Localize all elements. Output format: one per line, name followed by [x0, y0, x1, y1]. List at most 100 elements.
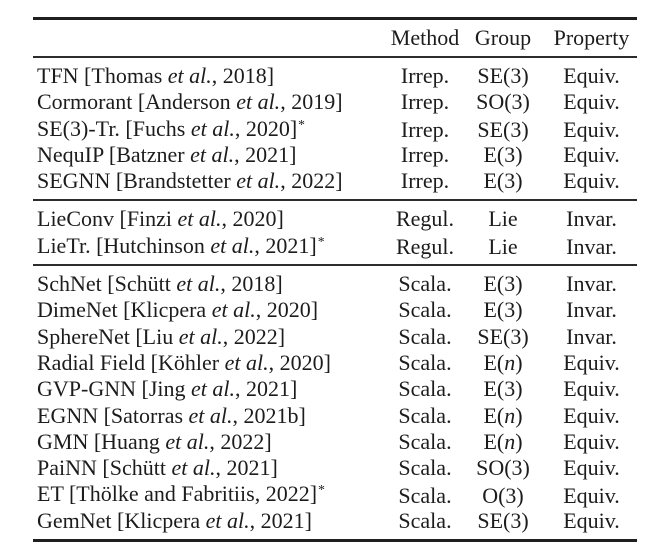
property-cell: Equiv. — [563, 349, 620, 375]
method-type-cell: Irrep. — [400, 63, 450, 88]
table-top-rule — [33, 17, 637, 20]
text: , 2021] — [249, 507, 312, 533]
group-cell: E(3) — [460, 297, 546, 323]
property-cell: Invar. — [566, 323, 617, 349]
text: , 2018] — [220, 271, 283, 297]
table-row: Radial Field [Köhler et al., 2020] Scala.… — [33, 350, 637, 376]
group-cell: E(3) — [460, 142, 546, 168]
table-row: TFN [Thomas et al., 2018] Irrep. SE(3) Equi… — [33, 63, 637, 89]
method-type-cell: Irrep. — [400, 141, 450, 167]
table-section: LieConv [Finzi et al., 2020] Regul. Lie Inv… — [33, 201, 637, 264]
column-header-property: Property — [553, 24, 630, 50]
method-type-cell: Scala. — [398, 376, 452, 402]
table-header-rule — [33, 56, 637, 58]
text: TFN [Thomas — [37, 63, 168, 88]
text: E(3) — [483, 168, 523, 194]
property-cell: Equiv. — [563, 482, 620, 508]
text: SE(3)-Tr. [Fuchs — [37, 115, 191, 141]
group-cell: E(3) — [460, 376, 546, 402]
table-row: SchNet [Schütt et al., 2018] Scala. E(3) In… — [33, 271, 637, 297]
text: Lie — [488, 234, 518, 260]
method-type-cell: Regul. — [395, 206, 455, 232]
table-row: SE(3)-Tr. [Fuchs et al., 2020]* Irrep. SE(… — [33, 115, 637, 143]
text: LieConv [Finzi — [37, 206, 178, 232]
method-name-cell: SchNet [Schütt et al., 2018] — [33, 271, 390, 297]
italic-text: et al. — [236, 168, 281, 194]
table-header-row: Method Group Property — [33, 20, 637, 56]
equivariant-methods-table: Method Group Property TFN [Thomas et al.… — [33, 17, 637, 543]
italic-text: et al. — [167, 63, 212, 88]
text: GMN [Huang — [37, 428, 166, 454]
text: SE(3) — [477, 323, 529, 349]
text: LieTr. [Hutchinson — [37, 232, 211, 258]
text: SE(3) — [477, 117, 529, 143]
text: ) — [515, 402, 523, 428]
table-section: SchNet [Schütt et al., 2018] Scala. E(3) In… — [33, 266, 637, 539]
text: , 2021] — [215, 455, 278, 481]
text: GVP-GNN [Jing — [37, 376, 191, 402]
text: Radial Field [Köhler — [37, 349, 225, 375]
text: , 2021b] — [232, 402, 306, 428]
text: E( — [483, 428, 505, 454]
method-type-cell: Scala. — [398, 297, 452, 323]
property-cell: Invar. — [566, 297, 617, 323]
method-name-cell: PaiNN [Schütt et al., 2021] — [33, 455, 390, 481]
text: , 2022] — [280, 168, 343, 194]
table-row: Cormorant [Anderson et al., 2019] Irrep. S… — [33, 89, 637, 115]
text: , 2020] — [268, 349, 331, 375]
italic-text: et al. — [211, 297, 256, 323]
group-cell: SO(3) — [460, 89, 546, 115]
text: SchNet [Schütt — [37, 271, 177, 297]
method-name-cell: LieConv [Finzi et al., 2020] — [33, 206, 390, 232]
method-name-cell: DimeNet [Klicpera et al., 2020] — [33, 297, 390, 323]
text: ) — [515, 349, 523, 375]
text: E(3) — [483, 376, 523, 402]
table-row: GemNet [Klicpera et al., 2021] Scala. SE(3… — [33, 508, 637, 534]
text: Cormorant [Anderson — [37, 89, 237, 115]
italic-text: et al. — [236, 89, 281, 115]
text: Lie — [488, 206, 518, 232]
text: ET [Thölke and Fabritiis, 2022] — [37, 481, 318, 507]
method-name-cell: GMN [Huang et al., 2022] — [33, 429, 390, 455]
method-type-cell: Scala. — [398, 455, 452, 481]
method-name-cell: GVP-GNN [Jing et al., 2021] — [33, 376, 390, 402]
method-type-cell: Irrep. — [400, 168, 450, 194]
group-cell: SE(3) — [460, 508, 546, 534]
text: SE(3) — [477, 507, 529, 533]
italic-text: et al. — [188, 402, 233, 428]
property-cell: Equiv. — [563, 507, 620, 533]
group-cell: SE(3) — [460, 324, 546, 350]
property-cell: Equiv. — [563, 168, 620, 194]
italic-text: et al. — [224, 349, 269, 375]
method-type-cell: Scala. — [398, 271, 452, 297]
text: SphereNet [Liu — [37, 323, 179, 349]
property-cell: Equiv. — [563, 63, 620, 88]
text: NequIP [Batzner — [37, 141, 191, 167]
text: E(3) — [483, 141, 523, 167]
table-row: SphereNet [Liu et al., 2022] Scala. SE(3) I… — [33, 324, 637, 350]
method-name-cell: SphereNet [Liu et al., 2022] — [33, 324, 390, 350]
text: GemNet [Klicpera — [37, 507, 206, 533]
text: SEGNN [Brandstetter — [37, 168, 237, 194]
table-body: TFN [Thomas et al., 2018] Irrep. SE(3) Equi… — [33, 58, 637, 539]
text: , 2020] — [255, 297, 319, 323]
group-cell: O(3) — [460, 483, 546, 509]
text: SO(3) — [476, 455, 530, 481]
property-cell: Invar. — [566, 206, 617, 232]
italic-text: et al. — [190, 115, 235, 141]
italic-text: n — [504, 428, 516, 454]
table-row: GVP-GNN [Jing et al., 2021] Scala. E(3) Equ… — [33, 376, 637, 402]
method-name-cell: TFN [Thomas et al., 2018] — [33, 63, 390, 89]
method-type-cell: Irrep. — [400, 117, 450, 143]
method-name-cell: NequIP [Batzner et al., 2021] — [33, 142, 390, 168]
property-cell: Equiv. — [563, 376, 620, 402]
text: PaiNN [Schütt — [37, 455, 172, 481]
footnote-asterisk: * — [318, 482, 325, 498]
group-cell: E(n) — [460, 429, 546, 455]
italic-text: et al. — [205, 507, 250, 533]
method-name-cell: EGNN [Satorras et al., 2021b] — [33, 403, 390, 429]
table-row: DimeNet [Klicpera et al., 2020] Scala. E(3… — [33, 297, 637, 323]
italic-text: et al. — [176, 271, 221, 297]
method-type-cell: Scala. — [398, 482, 452, 508]
method-type-cell: Scala. — [398, 507, 452, 533]
